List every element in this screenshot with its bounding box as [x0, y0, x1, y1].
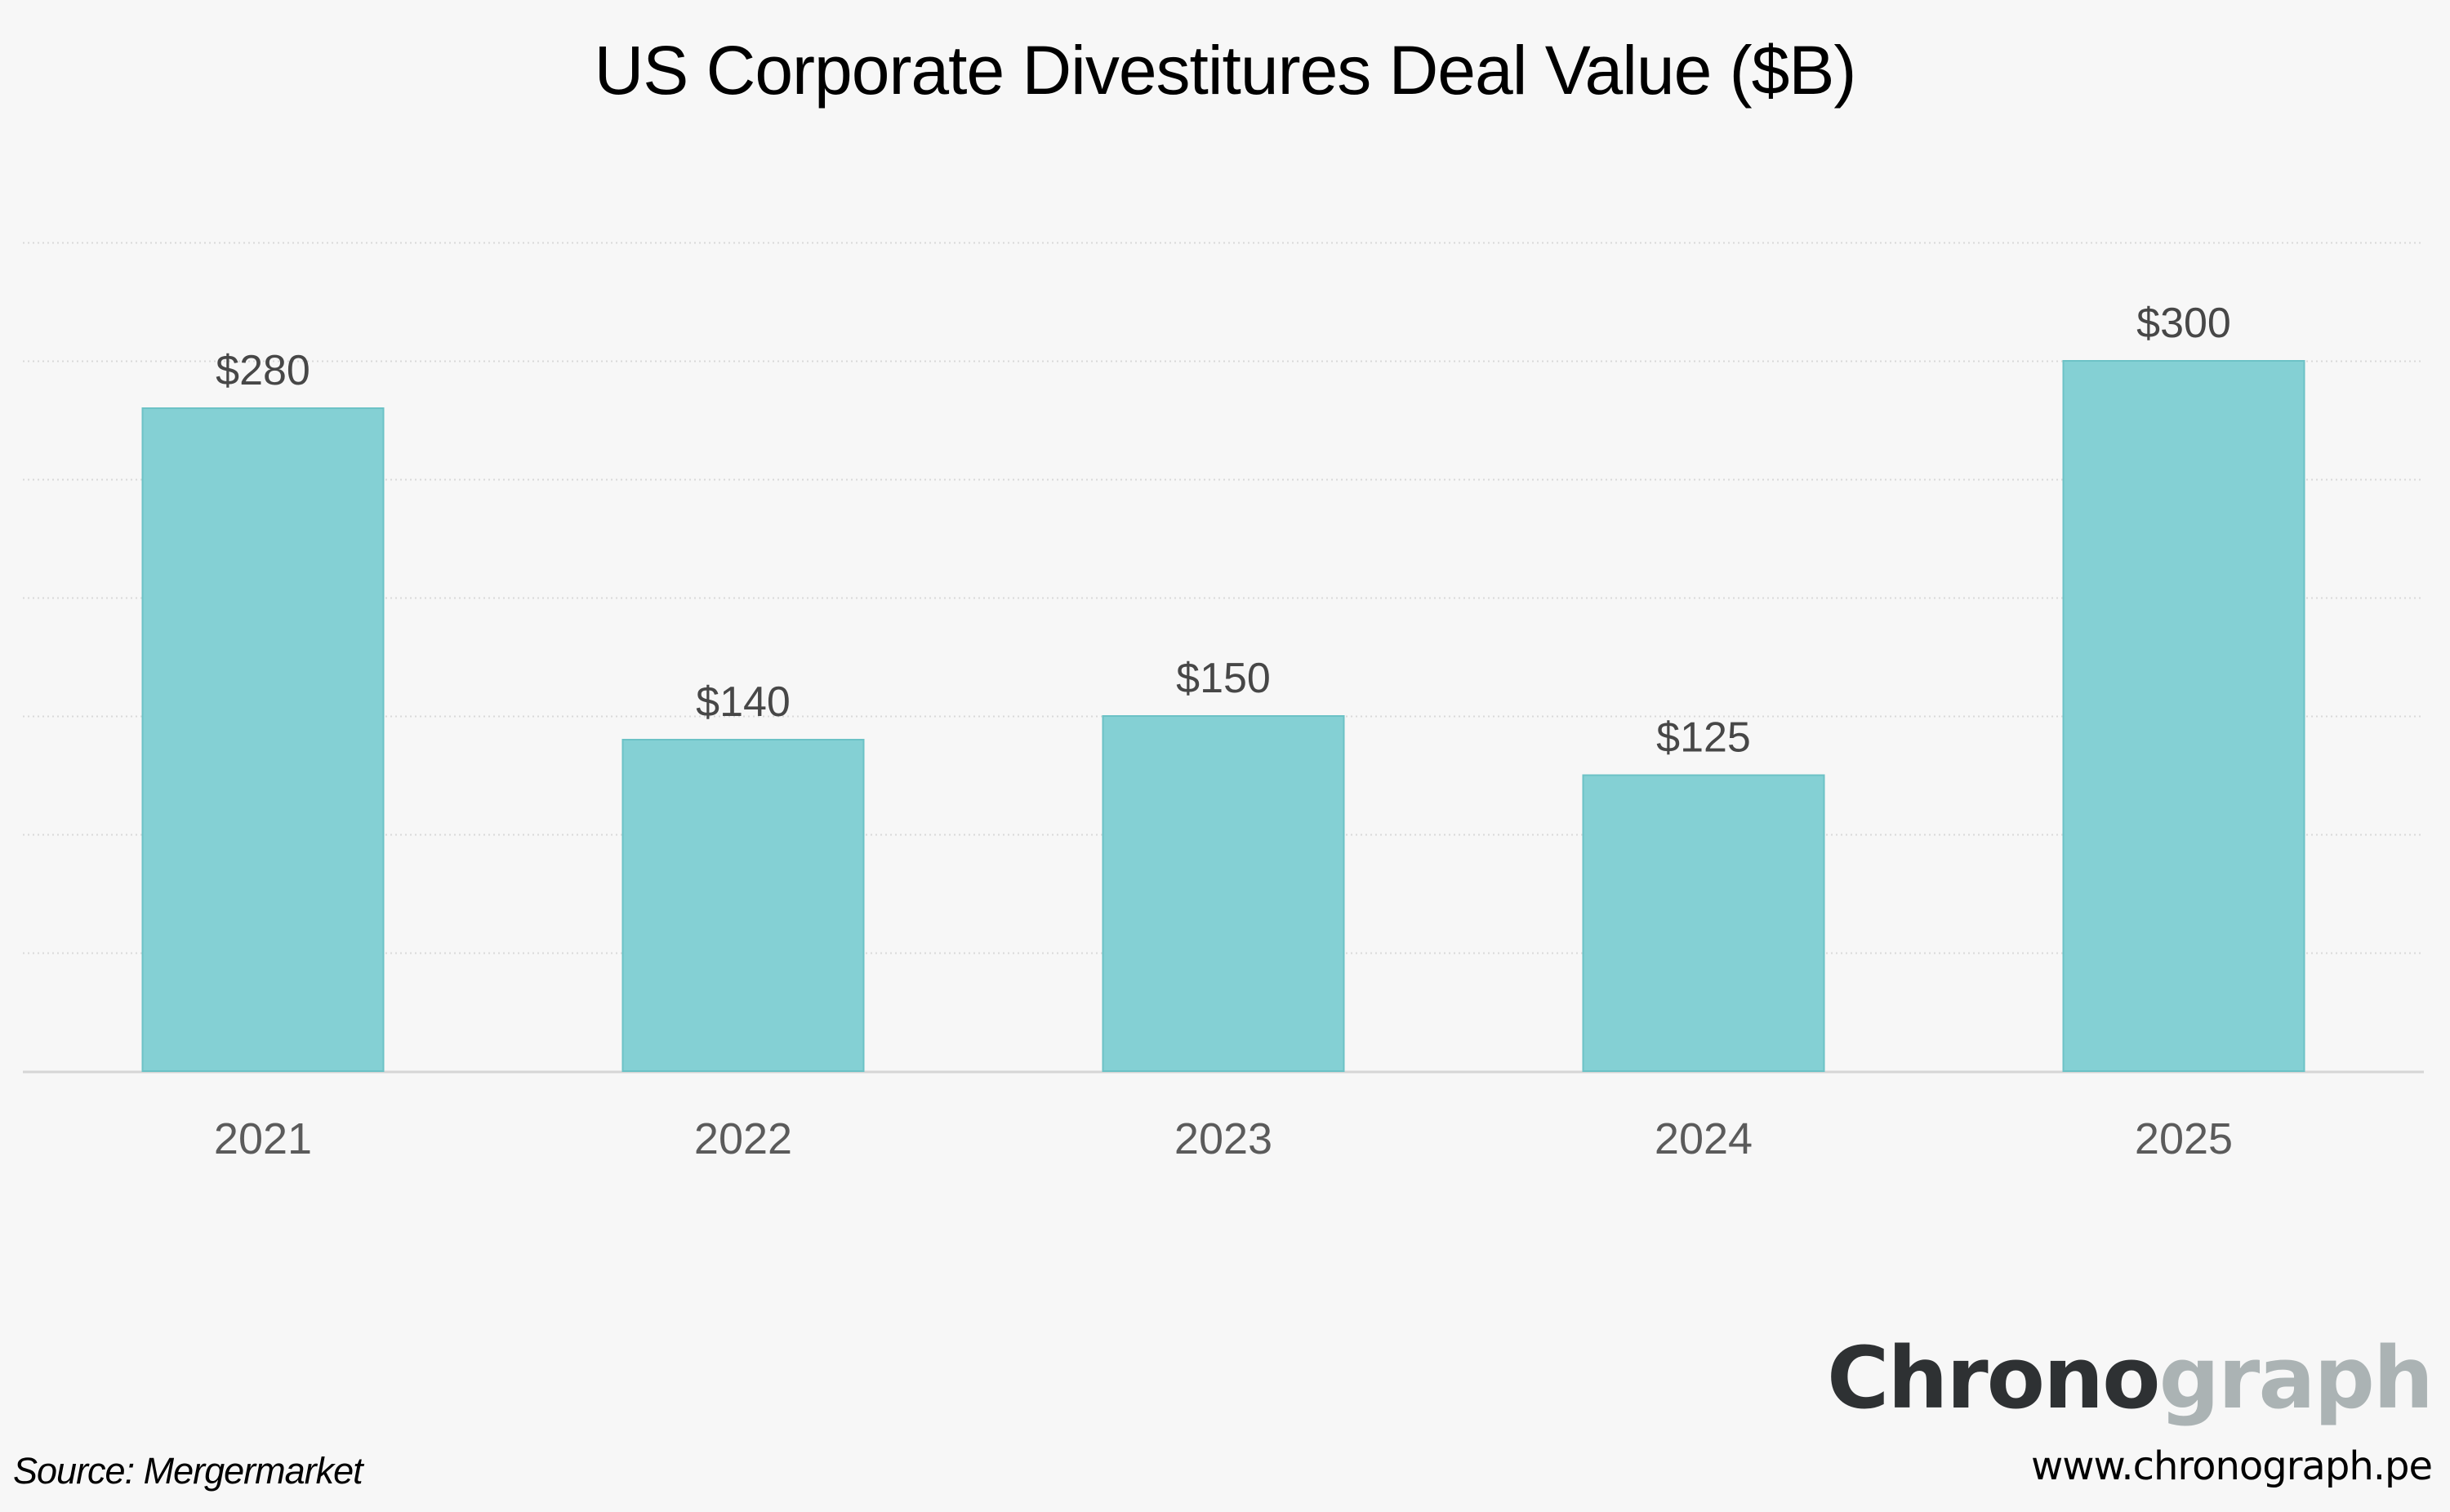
value-label-2023: $150	[1176, 655, 1271, 702]
bar-2022	[621, 739, 865, 1072]
bar-2024	[1582, 774, 1825, 1072]
logo-text-light: graph	[2158, 1328, 2434, 1428]
source-note: Source: Mergermarket	[13, 1450, 363, 1492]
bar-2021	[141, 407, 385, 1072]
bar-2025	[2062, 360, 2305, 1072]
x-tick-label-2023: 2023	[1174, 1114, 1272, 1163]
brand-url: www.chronograph.pe	[2030, 1443, 2433, 1489]
value-label-2022: $140	[696, 678, 791, 726]
chronograph-logo: Chronograph	[1827, 1328, 2434, 1428]
x-tick-label-2024: 2024	[1655, 1114, 1753, 1163]
value-label-2025: $300	[2136, 300, 2231, 347]
bar-2023	[1102, 715, 1345, 1072]
chart-title: US Corporate Divestitures Deal Value ($B…	[594, 32, 1857, 109]
bars	[141, 360, 2305, 1072]
logo-text-dark: Chrono	[1827, 1328, 2161, 1428]
value-label-2024: $125	[1656, 714, 1751, 762]
value-label-2021: $280	[216, 347, 310, 394]
value-labels: $280 $140 $150 $125 $300	[216, 300, 2231, 762]
x-tick-label-2025: 2025	[2135, 1114, 2233, 1163]
x-tick-label-2022: 2022	[694, 1114, 792, 1163]
x-tick-labels: 2021 2022 2023 2024 2025	[214, 1114, 2233, 1163]
x-tick-label-2021: 2021	[214, 1114, 312, 1163]
